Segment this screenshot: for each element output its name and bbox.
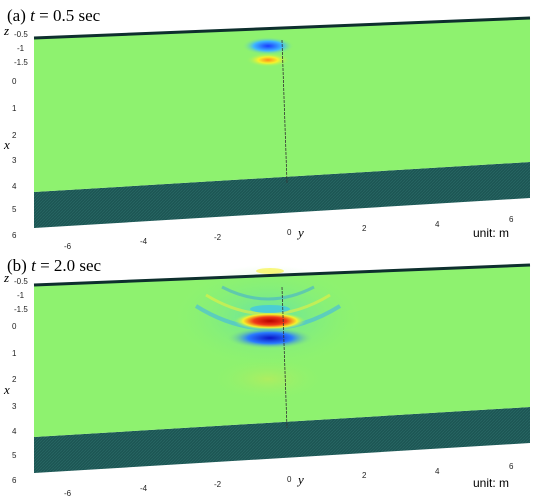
panel-prefix: (a)	[7, 6, 26, 25]
y-tick: 0	[287, 228, 292, 237]
y-tick: -4	[140, 237, 148, 246]
time-value: = 2.0 sec	[40, 256, 102, 275]
z-tick: -1	[17, 44, 25, 53]
y-tick: 2	[362, 471, 367, 480]
x-tick: 6	[12, 231, 17, 240]
side-face-b	[34, 407, 530, 473]
panel-title: (b) t = 2.0 sec	[7, 256, 101, 276]
wave-blue-a	[242, 37, 294, 55]
x-tick: 4	[12, 427, 17, 436]
y-tick: -2	[214, 480, 222, 489]
z-tick: -0.5	[14, 277, 28, 286]
x-tick: 0	[12, 77, 17, 86]
y-tick: 6	[509, 215, 514, 224]
x-tick: 5	[12, 205, 17, 214]
panel-b: -0.5 -1 -1.5 z 0 1 2 3 4 5 6 x -6 -4 -2 …	[0, 251, 550, 502]
y-tick: -4	[140, 484, 148, 493]
z-axis-label: z	[3, 270, 9, 285]
x-tick: 2	[12, 131, 17, 140]
y-tick: -6	[64, 489, 72, 498]
side-face-a	[34, 162, 530, 228]
time-value: = 0.5 sec	[39, 6, 101, 25]
plane-a	[34, 18, 530, 192]
y-tick: -2	[214, 233, 222, 242]
y-tick: 4	[435, 220, 440, 229]
z-tick: -1.5	[14, 305, 28, 314]
wave-red-b	[234, 312, 306, 330]
surface-plot-b: -0.5 -1 -1.5 z 0 1 2 3 4 5 6 x -6 -4 -2 …	[3, 263, 531, 498]
wave-trail-b	[210, 357, 326, 401]
z-tick: -0.5	[14, 30, 28, 39]
x-axis-label: x	[3, 382, 10, 397]
x-tick: 1	[12, 104, 17, 113]
z-tick: -1.5	[14, 58, 28, 67]
y-tick: -6	[64, 242, 72, 251]
x-tick: 0	[12, 322, 17, 331]
time-variable: t	[31, 256, 36, 275]
x-tick: 4	[12, 182, 17, 191]
y-tick: 4	[435, 467, 440, 476]
x-tick: 2	[12, 375, 17, 384]
y-tick: 2	[362, 224, 367, 233]
y-tick: 6	[509, 462, 514, 471]
x-tick: 3	[12, 402, 17, 411]
center-line-b	[281, 286, 288, 429]
panel-a: -0.5 -1 -1.5 z 0 1 2 3 4 5 6 x -6 -4 -2 …	[3, 6, 531, 251]
unit-label: unit: m	[473, 476, 510, 490]
panel-title: (a) t = 0.5 sec	[7, 6, 100, 26]
x-tick: 5	[12, 451, 17, 460]
panel-prefix: (b)	[7, 256, 27, 275]
x-tick: 6	[12, 476, 17, 485]
z-axis-label: z	[3, 23, 9, 38]
time-variable: t	[30, 6, 35, 25]
x-tick: 3	[12, 156, 17, 165]
wave-blue-b	[226, 327, 314, 349]
z-tick: -1	[17, 291, 25, 300]
wave-yellow-a	[246, 53, 290, 67]
surface-plot-a: -0.5 -1 -1.5 z 0 1 2 3 4 5 6 x -6 -4 -2 …	[3, 16, 531, 251]
x-axis-label: x	[3, 137, 10, 152]
y-axis-label: y	[296, 225, 304, 240]
unit-label: unit: m	[473, 226, 510, 240]
y-tick: 0	[287, 475, 292, 484]
x-tick: 1	[12, 349, 17, 358]
y-axis-label: y	[296, 472, 304, 487]
